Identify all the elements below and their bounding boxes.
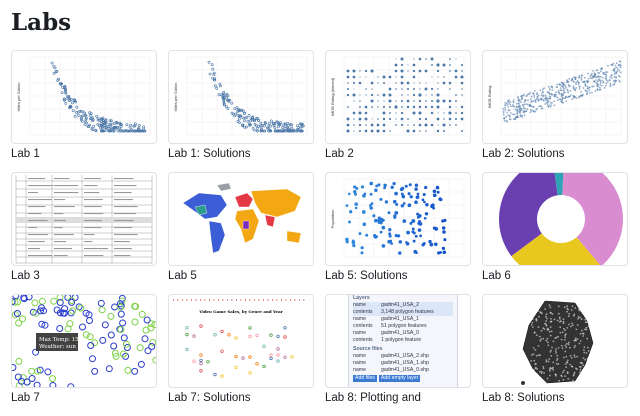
lab-card-label[interactable]: Lab 5 [168,270,197,282]
lab-card[interactable]: Lab 8: Solutions [482,294,628,416]
lab-card-label[interactable]: Lab 7: Solutions [168,392,251,404]
lab-thumbnail[interactable] [11,172,157,266]
lab-card[interactable]: IMDB Rating Lab 2: Solutions [482,50,628,172]
thumbnail-graphic [499,173,623,265]
lab-card-label[interactable]: Lab 8: Solutions [482,392,565,404]
lab-card[interactable]: Miles per Gallon Lab 1: Solutions [168,50,314,172]
lab-thumbnail[interactable]: Miles per Gallon [168,50,314,144]
layers-header: Layers [353,295,370,301]
layer-row[interactable]: name gadm41_USA_2 [353,302,453,309]
source-file-row[interactable]: name gadm41_USA_2.shp [353,353,429,359]
lab-card-label[interactable]: Lab 7 [11,392,40,404]
tooltip-line: Max Temp: 15.6 [39,337,84,343]
lab-thumbnail[interactable]: IMDB Rating [482,50,628,144]
source-file-row[interactable]: name gadm41_USA_0.shp [353,367,429,373]
thumb-axis-label: IMDB Rating (binned) [330,77,335,116]
lab-card[interactable]: Video Game Sales, by Genre and Year Lab 7… [168,294,314,416]
layers-panel: Layers name gadm41_USA_2 contents 3,148 poly… [348,295,458,387]
lab-thumbnail[interactable] [168,172,314,266]
labs-page: Labs Miles per Gallon Lab 1 Miles per Gall… [11,9,628,404]
lab-card-label[interactable]: Lab 3 [11,270,40,282]
thumbnail-graphic [521,300,594,385]
lab-card-label[interactable]: Lab 1: Solutions [168,148,251,160]
lab-card[interactable]: IMDB Rating (binned) Lab 2 [325,50,471,172]
lab-card[interactable]: Lab 3 [11,172,157,294]
lab-card-label[interactable]: Lab 5: Solutions [325,270,408,282]
thumbnail-graphic: Miles per Gallon [173,56,308,136]
thumb-axis-label: Population [330,210,335,229]
layer-row[interactable]: name gadm41_USA_1 [353,316,420,322]
add-empty-layer-button[interactable]: Add empty layer [378,375,421,382]
lab-card-label[interactable]: Lab 8: Plotting and [325,392,421,404]
add-files-button[interactable]: Add files [353,375,377,382]
lab-thumbnail[interactable]: Miles per Gallon [11,50,157,144]
lab-card[interactable]: Miles per Gallon Lab 1 [11,50,157,172]
page-title: Labs [11,9,72,36]
lab-card[interactable]: Layers name gadm41_USA_2 contents 3,148 poly… [325,294,471,416]
lab-thumbnail[interactable]: Video Game Sales, by Genre and Year [168,294,314,388]
lab-card[interactable]: Lab 5 [168,172,314,294]
lab-card-label[interactable]: Lab 2: Solutions [482,148,565,160]
thumbnail-graphic: IMDB Rating (binned) [330,56,465,136]
layer-row[interactable]: name gadm41_USA_0 [353,330,420,336]
lab-thumbnail[interactable] [482,172,628,266]
thumbnail-graphic: IMDB Rating [487,56,622,136]
layer-row[interactable]: contents 51 polygon features [353,323,427,329]
lab-thumbnail[interactable]: Population [325,172,471,266]
layer-row[interactable]: contents 1 polygon feature [353,337,422,343]
lab-card[interactable]: Lab 6 [482,172,628,294]
lab-card-label[interactable]: Lab 6 [482,270,511,282]
lab-card-label[interactable]: Lab 1 [11,148,40,160]
lab-thumbnail[interactable]: Max Temp: 15.6 Weather: sun [11,294,157,388]
lab-card-label[interactable]: Lab 2 [325,148,354,160]
thumbnail-graphic [15,175,153,264]
lab-thumbnail[interactable]: IMDB Rating (binned) [325,50,471,144]
thumb-axis-label: Miles per Gallon [173,83,178,112]
thumbnail-graphic [169,173,313,265]
thumb-title: Video Game Sales, by Genre and Year [198,309,283,314]
source-file-row[interactable]: name gadm41_USA_1.shp [353,360,429,366]
thumbnail-graphic: Video Game Sales, by Genre and Year [173,299,305,378]
source-files-header: Source files [353,346,383,352]
lab-card[interactable]: Max Temp: 15.6 Weather: sun Lab 7 [11,294,157,416]
lab-thumbnail[interactable]: Layers name gadm41_USA_2 contents 3,148 poly… [325,294,471,388]
lab-card[interactable]: Population Lab 5: Solutions [325,172,471,294]
tooltip-line: Weather: sun [39,344,76,350]
thumb-axis-label: IMDB Rating [487,86,492,109]
thumbnail-graphic: Miles per Gallon [16,56,151,136]
thumbnail-graphic: Population [330,178,465,258]
layer-row[interactable]: contents 3,148 polygon features [353,309,453,316]
thumb-axis-label: Miles per Gallon [16,83,21,112]
lab-thumbnail[interactable] [482,294,628,388]
labs-grid: Miles per Gallon Lab 1 Miles per Gallon Lab… [11,50,628,416]
